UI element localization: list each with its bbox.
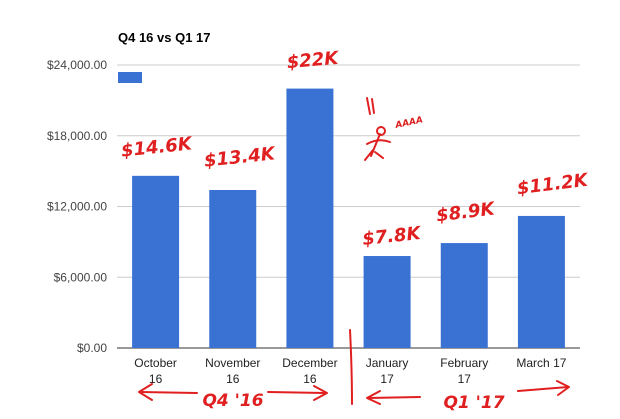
bar: [440, 243, 488, 348]
arrow-left-shaft: [367, 396, 421, 399]
bar: [363, 256, 411, 348]
x-category-label: October: [134, 356, 177, 370]
y-tick-label: $12,000.00: [47, 200, 107, 214]
x-axis-categories: October 16 November 16 December 16 January 17 Fe…: [134, 356, 567, 386]
bar-value-annotation: $11.2K: [516, 170, 591, 200]
arrow-right-shaft: [517, 386, 569, 392]
scribble-annotation: AAAA: [394, 115, 424, 131]
arrow-right-shaft: [267, 391, 326, 394]
x-category-label: February: [440, 356, 488, 370]
group-label-q1-17: Q1 '17: [443, 393, 504, 413]
y-tick-label: $0.00: [77, 341, 107, 355]
figure-arms: [366, 139, 391, 145]
y-axis-ticks: $0.00 $6,000.00 $12,000.00 $18,000.00 $24,00…: [47, 58, 107, 355]
bar-value-annotation: $14.6K: [120, 133, 195, 162]
x-category-label: 16: [149, 372, 163, 386]
x-category-label: 16: [303, 372, 317, 386]
arrow-left-head: [366, 390, 381, 405]
figure-leg: [374, 151, 384, 159]
bar-value-annotation: $22K: [286, 48, 341, 74]
x-category-label: January: [366, 356, 409, 370]
bar: [209, 189, 257, 348]
x-category-label: 17: [380, 372, 394, 386]
figure-mark: [371, 98, 375, 114]
group-label-q4-16: Q4 '16: [202, 391, 263, 411]
divider-line: [349, 329, 353, 405]
arrow-right-head: [313, 385, 328, 401]
arrow-left-head: [138, 383, 153, 401]
figure-mark: [366, 97, 371, 115]
arrow-right-head: [556, 380, 570, 396]
y-tick-label: $6,000.00: [54, 270, 108, 284]
bar-value-annotation: $8.9K: [435, 198, 498, 226]
arrow-left-shaft: [139, 391, 198, 394]
bars: [132, 88, 565, 348]
x-category-label: March 17: [516, 356, 566, 370]
figure-leg: [364, 149, 374, 161]
bar-value-annotation: $7.8K: [361, 223, 423, 250]
bar: [286, 88, 334, 348]
x-category-label: November: [205, 356, 260, 370]
chart-title: Q4 16 vs Q1 17: [118, 30, 211, 45]
bar-value-annotation: $13.4K: [203, 143, 278, 172]
figure-head: [376, 126, 386, 136]
legend-swatch: [118, 72, 142, 83]
figure-body: [370, 133, 381, 157]
x-category-label: 17: [458, 372, 472, 386]
y-tick-label: $18,000.00: [47, 129, 107, 143]
x-category-label: December: [282, 356, 337, 370]
bar: [132, 175, 180, 348]
gridlines: [117, 64, 580, 349]
y-tick-label: $24,000.00: [47, 58, 107, 72]
bar: [517, 215, 565, 348]
handwritten-marks: [138, 97, 570, 405]
x-category-label: 16: [226, 372, 240, 386]
